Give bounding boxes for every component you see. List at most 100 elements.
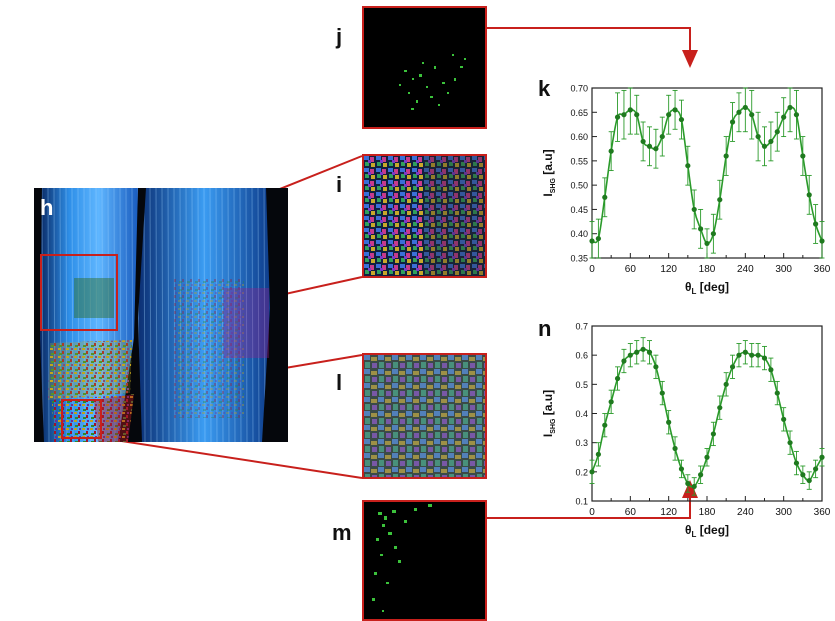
data-point [774, 390, 780, 396]
data-point [691, 206, 697, 213]
panel-label-k: k [538, 76, 551, 101]
data-point [736, 352, 742, 358]
data-point [614, 114, 621, 120]
sparse-green-signal-image [399, 54, 466, 110]
data-point [678, 466, 685, 472]
plot-frame [591, 325, 823, 502]
connector-line [101, 437, 363, 479]
data-point [729, 364, 736, 370]
panel-label-h: h [40, 195, 54, 220]
data-point [761, 143, 768, 149]
y-tick-label: 0.40 [570, 229, 588, 239]
data-point [813, 466, 819, 472]
data-point [627, 352, 633, 358]
y-tick-label: 0.35 [570, 254, 588, 264]
x-tick-label: 0 [589, 507, 595, 518]
inset-box-l [61, 399, 102, 439]
data-point [755, 133, 761, 140]
data-point [666, 419, 672, 425]
data-point [608, 399, 614, 405]
data-point [589, 469, 595, 475]
data-point [717, 405, 723, 411]
data-point [640, 138, 646, 145]
panel-label-m: m [332, 520, 352, 545]
data-point [698, 472, 704, 478]
data-point [653, 364, 659, 370]
microscopy-muscle-fiber-image [40, 188, 270, 442]
x-tick-label: 300 [775, 264, 792, 275]
data-point [602, 422, 608, 428]
data-point [704, 240, 710, 247]
y-tick-label: 0.7 [575, 322, 588, 332]
panel-label-j: j [336, 24, 343, 49]
panel-label-i: i [336, 172, 343, 197]
multicolor-orientation-map-image [364, 156, 485, 276]
chart-n: 0 60 120 180 240 300 360 0.1 0.2 0.3 0.4 0.5 0.6 0.7 I… [541, 322, 831, 540]
data-point [621, 112, 627, 118]
panel-l-image [362, 353, 487, 479]
y-tick-label: 0.55 [570, 156, 588, 166]
data-point [672, 107, 678, 113]
data-point [589, 238, 595, 244]
x-tick-label: 300 [775, 507, 792, 518]
data-point [621, 358, 627, 364]
y-tick-label: 0.45 [570, 205, 588, 215]
data-point [755, 352, 761, 358]
data-point [761, 355, 768, 361]
data-point [704, 454, 710, 460]
data-point [813, 221, 819, 227]
y-axis-label: ISHG [a.u] [541, 390, 557, 437]
data-point [685, 480, 691, 487]
data-point [666, 112, 672, 118]
data-point [614, 375, 621, 382]
chart-k: 0 60 120 180 240 300 360 0.35 0.40 0.45 0.50 0.55 0.… [541, 84, 831, 297]
data-point [659, 133, 665, 140]
data-point [595, 235, 601, 242]
x-tick-label: 240 [737, 507, 754, 518]
data-point [678, 116, 685, 123]
data-point [659, 390, 665, 396]
y-tick-label: 0.5 [575, 380, 588, 390]
data-point [685, 163, 691, 169]
data-point [627, 107, 633, 113]
data-point [781, 114, 787, 120]
data-point [806, 477, 812, 484]
data-point [742, 104, 748, 111]
data-point [634, 349, 640, 355]
x-tick-label: 360 [814, 507, 831, 518]
data-point [646, 349, 653, 355]
data-point [787, 104, 793, 111]
y-tick-label: 0.65 [570, 108, 588, 118]
x-tick-label: 60 [625, 264, 637, 275]
data-point [595, 451, 601, 457]
inset-box-i [40, 254, 118, 331]
data-point [634, 112, 640, 118]
y-axis-label: ISHG [a.u] [541, 149, 557, 196]
x-tick-label: 240 [737, 264, 754, 275]
panel-j-image [362, 6, 487, 129]
data-point [819, 238, 825, 244]
x-tick-label: 360 [814, 264, 831, 275]
data-point [819, 454, 825, 460]
y-tick-label: 0.1 [575, 497, 588, 507]
sparse-green-signal-image [372, 504, 432, 612]
panel-h-image [34, 188, 288, 442]
y-tick-label: 0.4 [575, 409, 588, 419]
multicolor-orientation-map-image [364, 355, 485, 477]
y-tick-label: 0.50 [570, 181, 588, 191]
panel-label-n: n [538, 316, 552, 341]
data-point [781, 416, 787, 422]
x-tick-label: 120 [660, 264, 677, 275]
data-point [800, 472, 806, 478]
data-point [608, 148, 614, 154]
panel-m-image [362, 500, 487, 621]
panel-i-image [362, 154, 487, 278]
y-tick-label: 0.70 [570, 84, 588, 94]
data-point [602, 194, 608, 200]
data-point [793, 460, 800, 466]
y-tick-label: 0.6 [575, 351, 588, 361]
data-point [768, 138, 774, 145]
data-point [646, 143, 653, 149]
data-point [800, 153, 806, 159]
fit-curve [591, 106, 823, 245]
